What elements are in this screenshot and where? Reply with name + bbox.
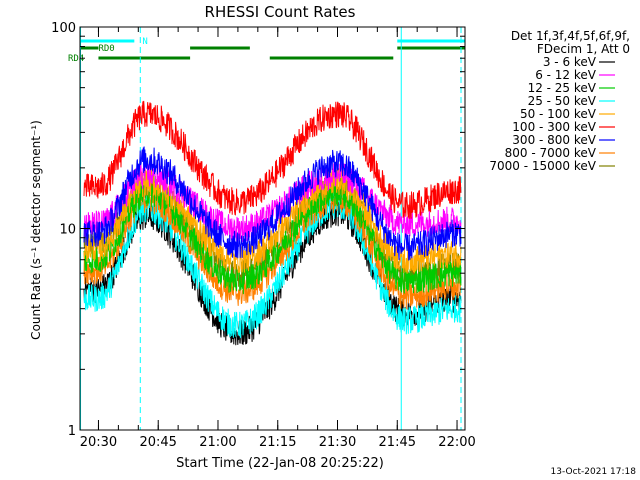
legend-entry-label: 800 - 7000 keV [505,146,597,160]
flag-label: RD0 [98,44,114,54]
legend-entry-label: 3 - 6 keV [543,55,597,69]
series-line [83,146,462,261]
legend: Det 1f,3f,4f,5f,6f,9f,FDecim 1, Att 03 -… [489,29,630,173]
legend-entry-label: 12 - 25 keV [528,81,597,95]
data-series [83,100,462,346]
x-tick-label: 20:30 [80,435,117,450]
chart-title: RHESSI Count Rates [205,3,356,21]
x-tick-label: 21:00 [199,435,236,450]
y-tick-label: 10 [59,223,76,238]
legend-entry-label: 6 - 12 keV [535,68,597,82]
y-tick-label: 1 [68,424,76,439]
y-axis: 1 10 100 [51,21,465,439]
x-tick-label: 21:45 [379,435,416,450]
legend-entry-label: 7000 - 15000 keV [489,159,596,173]
footer-timestamp: 13-Oct-2021 17:18 [551,467,637,477]
series-line [83,179,462,295]
legend-entry-label: 300 - 800 keV [512,133,596,147]
series-line [83,185,462,310]
x-axis: 20:30 20:45 21:00 21:15 21:30 21:45 22:00 [80,27,476,450]
flag-label: N [142,37,147,47]
legend-entry-label: 50 - 100 keV [520,107,597,121]
series-line [83,100,462,219]
legend-entry-label: 100 - 300 keV [512,120,596,134]
legend-header-line: Det 1f,3f,4f,5f,6f,9f, [511,29,630,43]
y-axis-label: Count Rate (s⁻¹ detector segment⁻¹) [29,120,43,340]
legend-header-line: FDecim 1, Att 0 [537,42,630,56]
x-axis-label: Start Time (22-Jan-08 20:25:22) [176,456,384,471]
x-tick-label: 22:00 [438,435,475,450]
y-tick-label: 100 [51,21,76,36]
x-tick-label: 21:15 [259,435,296,450]
series-line [83,167,462,274]
flag-bars: N RD0 RD4 [68,37,465,64]
legend-entry-label: 25 - 50 keV [528,94,597,108]
flag-label: RD4 [68,54,84,64]
x-tick-label: 21:30 [319,435,356,450]
x-tick-label: 20:45 [139,435,176,450]
